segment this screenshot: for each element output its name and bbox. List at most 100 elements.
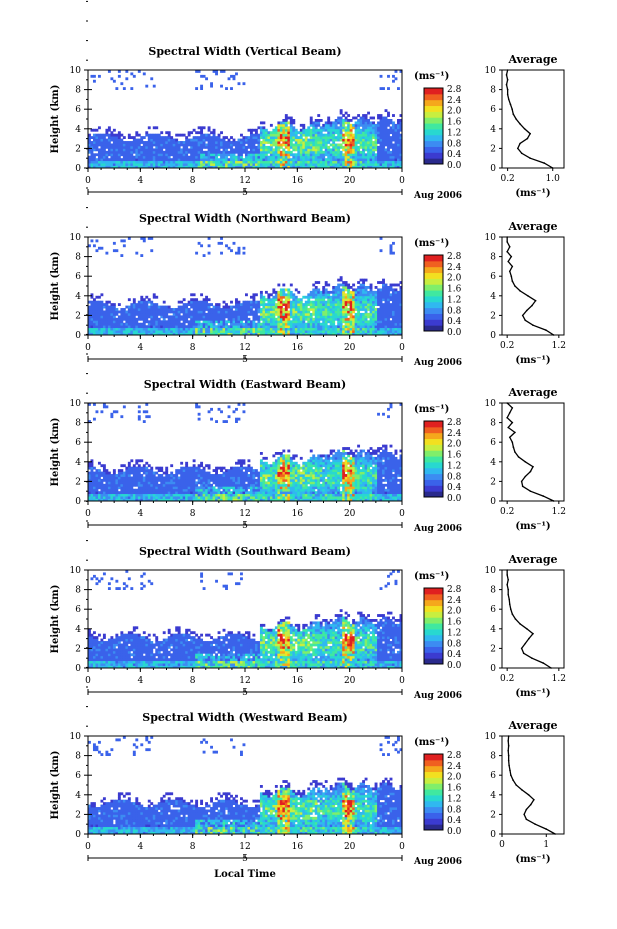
- heatmap-cell: [344, 283, 348, 287]
- heatmap-cell: [384, 288, 388, 292]
- heatmap-cell: [279, 123, 283, 127]
- heatmap-cell: [167, 158, 171, 162]
- heatmap-cell: [88, 471, 91, 475]
- heatmap-cell: [150, 481, 154, 485]
- heatmap-cell: [272, 158, 276, 162]
- heatmap-cell: [195, 496, 199, 499]
- heatmap-cell: [267, 138, 271, 142]
- heatmap-cell: [382, 315, 385, 319]
- heatmap-cell: [299, 315, 303, 319]
- heatmap-cell: [162, 136, 166, 139]
- heatmap-cell: [367, 131, 370, 135]
- heatmap-cell: [112, 320, 116, 324]
- heatmap-cell: [135, 145, 139, 149]
- heatmap-cell: [130, 160, 134, 164]
- heatmap-cell: [307, 303, 311, 306]
- heatmap-cell: [180, 155, 184, 159]
- heatmap-cell: [145, 483, 149, 487]
- heatmap-cell: [399, 138, 403, 142]
- heatmap-cell: [102, 150, 106, 154]
- heatmap-cell: [92, 486, 96, 490]
- heatmap-cell: [202, 325, 206, 329]
- heatmap-cell: [397, 330, 400, 333]
- heatmap-cell: [197, 136, 201, 139]
- heatmap-cell: [284, 133, 288, 137]
- heatmap-cell: [135, 131, 139, 135]
- heatmap-cell: [292, 327, 296, 331]
- heatmap-cell: [374, 126, 378, 130]
- heatmap-cell: [200, 486, 204, 490]
- heatmap-cell: [160, 469, 164, 472]
- heatmap-cell: [140, 163, 144, 166]
- heatmap-cell: [349, 158, 353, 162]
- heatmap-cell: [339, 116, 343, 120]
- heatmap-cell: [195, 491, 199, 495]
- heatmap-cell: [225, 315, 228, 319]
- heatmap-cell: [182, 153, 186, 157]
- heatmap-cell: [332, 300, 336, 304]
- heatmap-cell: [197, 141, 201, 144]
- heatmap-cell: [237, 303, 241, 306]
- heatmap-cell: [152, 483, 156, 487]
- heatmap-cell: [142, 420, 146, 423]
- heatmap-cell: [379, 133, 383, 137]
- heatmap-cell: [319, 143, 323, 147]
- heatmap-cell: [367, 133, 370, 137]
- heatmap-cell: [135, 491, 139, 495]
- profile-y-tick-label: 2: [490, 311, 496, 321]
- heatmap-cell: [284, 300, 288, 304]
- heatmap-cell: [264, 312, 268, 316]
- heatmap-cell: [102, 403, 106, 406]
- heatmap-cell: [102, 155, 106, 159]
- heatmap-cell: [97, 158, 101, 162]
- heatmap-cell: [145, 131, 149, 135]
- profile-y-tick-label: 6: [490, 105, 496, 115]
- heatmap-cell: [130, 491, 134, 495]
- heatmap-cell: [289, 163, 293, 166]
- heatmap-cell: [167, 138, 171, 142]
- heatmap-cell: [329, 310, 333, 314]
- heatmap-cell: [247, 165, 251, 169]
- heatmap-cell: [110, 498, 114, 502]
- heatmap-cell: [327, 305, 331, 309]
- heatmap-cell: [302, 310, 306, 314]
- heatmap-cell: [259, 153, 263, 157]
- heatmap-cell: [312, 141, 316, 144]
- heatmap-cell: [165, 478, 169, 482]
- heatmap-cell: [117, 131, 121, 135]
- heatmap-cell: [307, 293, 311, 297]
- heatmap-cell: [389, 158, 393, 162]
- x-tick-label: 12: [239, 343, 250, 353]
- heatmap-cell: [397, 128, 400, 132]
- heatmap-cell: [185, 476, 189, 480]
- heatmap-cell: [269, 155, 273, 159]
- heatmap-cell: [344, 312, 348, 316]
- heatmap-cell: [342, 288, 346, 292]
- heatmap-cell: [220, 131, 223, 135]
- heatmap-cell: [210, 158, 213, 162]
- heatmap-cell: [397, 87, 400, 90]
- heatmap-cell: [150, 483, 154, 487]
- heatmap-cell: [137, 417, 141, 421]
- heatmap-cell: [192, 483, 196, 487]
- heatmap-cell: [110, 310, 114, 314]
- heatmap-cell: [167, 163, 171, 166]
- heatmap-cell: [152, 478, 156, 482]
- heatmap-cell: [357, 290, 361, 294]
- heatmap-cell: [122, 405, 126, 409]
- heatmap-cell: [292, 305, 296, 309]
- heatmap-cell: [102, 148, 106, 152]
- heatmap-cell: [354, 133, 358, 137]
- profile-point: [523, 128, 526, 130]
- x-tick-label: 20: [344, 343, 356, 353]
- heatmap-cell: [197, 469, 201, 472]
- heatmap-cell: [115, 133, 119, 137]
- heatmap-cell: [112, 498, 116, 502]
- heatmap-cell: [177, 317, 181, 321]
- heatmap-cell: [359, 315, 363, 319]
- heatmap-cell: [137, 153, 141, 157]
- heatmap-cell: [157, 332, 161, 336]
- heatmap-cell: [105, 405, 109, 409]
- heatmap-cell: [372, 121, 375, 125]
